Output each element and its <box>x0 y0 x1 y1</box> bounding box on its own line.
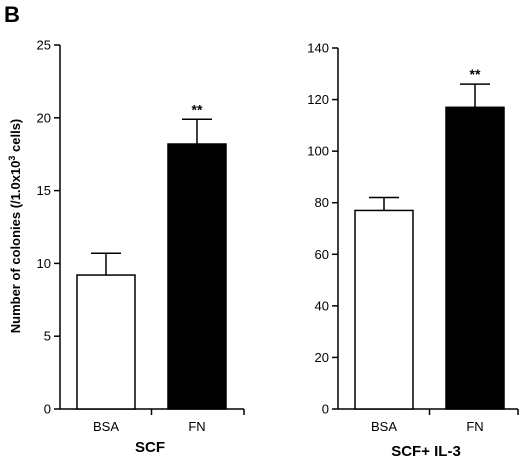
chart-panel-scf: 0 5 10 15 20 25 BSA FN ** SCF <box>37 38 245 456</box>
y-axis-label: Number of colonies (/1.0x103 cells) <box>7 119 23 334</box>
x-category-label: BSA <box>371 419 397 434</box>
bar-fn <box>445 106 505 410</box>
panel-title: SCF <box>135 439 165 456</box>
y-tick-label: 140 <box>307 41 329 56</box>
y-tick-label: 0 <box>322 402 329 417</box>
significance-marker: ** <box>192 101 203 117</box>
y-tick-label: 0 <box>44 402 51 417</box>
panel-letter: B <box>4 2 20 27</box>
y-tick-label: 20 <box>315 350 329 365</box>
bar-fn <box>167 143 227 410</box>
y-tick-label: 60 <box>315 247 329 262</box>
y-tick-label: 20 <box>37 110 51 125</box>
y-axis-label-prefix: Number of colonies (/1.0x10 <box>8 161 23 334</box>
x-category-label: FN <box>188 419 205 434</box>
y-tick-label: 100 <box>307 144 329 159</box>
bar-bsa <box>76 274 136 410</box>
y-axis-label-sup: 3 <box>7 156 17 161</box>
y-tick-label: 80 <box>315 195 329 210</box>
y-axis-label-suffix: cells) <box>8 119 23 156</box>
significance-marker: ** <box>470 66 481 82</box>
y-tick-label: 15 <box>37 183 51 198</box>
chart-panel-scf-il3: 0 20 40 60 80 100 120 140 BSA FN ** SCF+ IL-3 <box>307 41 519 459</box>
x-category-label: FN <box>466 419 483 434</box>
y-tick-label: 25 <box>37 38 51 53</box>
y-tick-label: 5 <box>44 329 51 344</box>
panel-title: SCF+ IL-3 <box>391 443 461 459</box>
bar-bsa <box>354 209 414 410</box>
y-tick-label: 10 <box>37 256 51 271</box>
y-tick-label: 120 <box>307 92 329 107</box>
x-category-label: BSA <box>93 419 119 434</box>
y-tick-label: 40 <box>315 298 329 313</box>
